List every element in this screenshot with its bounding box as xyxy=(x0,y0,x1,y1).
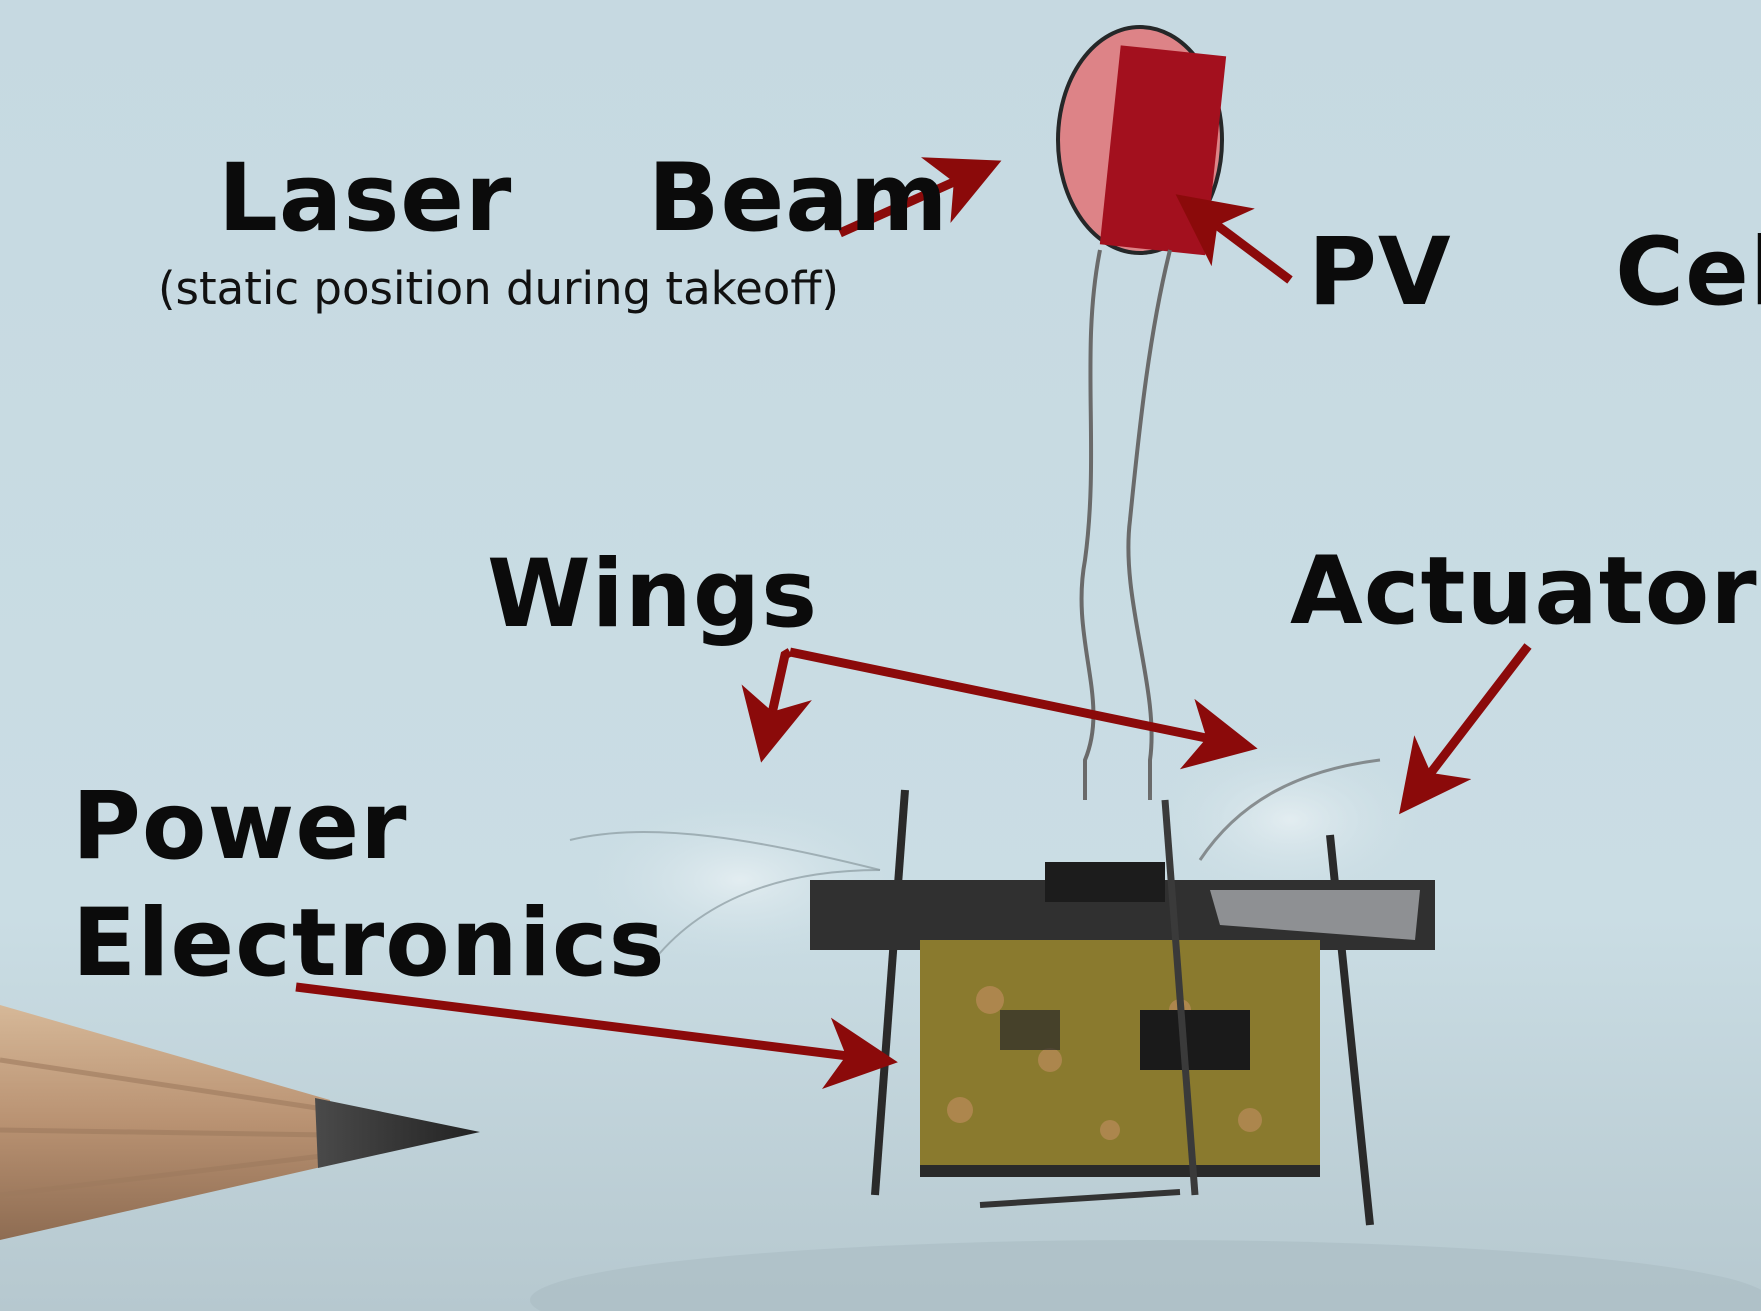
wires xyxy=(1079,249,1172,800)
laser-beam-spot xyxy=(1056,25,1227,256)
label-wings: Wings xyxy=(487,540,819,649)
right-wing xyxy=(1140,730,1440,910)
arrow-wings xyxy=(741,648,812,763)
table-reflection xyxy=(530,1240,1761,1311)
label-pv-cell: PV Cell xyxy=(1308,218,1761,327)
label-electronics: Electronics xyxy=(72,889,666,998)
circuit-board xyxy=(920,940,1320,1170)
arrow-laser-beam xyxy=(838,157,1002,238)
label-laser-beam-note: (static position during takeoff) xyxy=(158,262,839,315)
robot-body xyxy=(810,789,1435,1226)
annotation-arrows xyxy=(295,157,1532,1090)
pv-cell xyxy=(1099,45,1227,256)
label-actuator: Actuator xyxy=(1290,537,1758,646)
arrow-pv-cell xyxy=(1175,194,1293,284)
pencil xyxy=(0,1005,480,1240)
arrow-actuator xyxy=(1399,643,1532,815)
arrow-power-electronics xyxy=(295,982,898,1090)
arrow-wings-right xyxy=(789,647,1258,770)
label-power: Power xyxy=(72,772,408,881)
label-laser-beam: Laser Beam xyxy=(218,144,949,253)
